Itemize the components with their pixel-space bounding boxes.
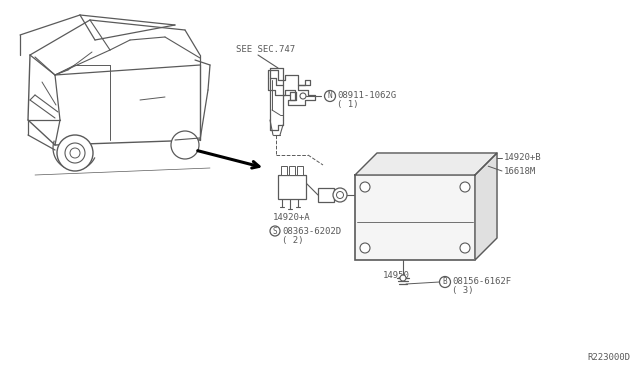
FancyBboxPatch shape [281, 166, 287, 175]
Text: 08156-6162F: 08156-6162F [452, 278, 511, 286]
Circle shape [300, 93, 306, 99]
Circle shape [270, 226, 280, 236]
Text: 08911-1062G: 08911-1062G [337, 92, 396, 100]
Text: B: B [443, 278, 447, 286]
Polygon shape [475, 153, 497, 260]
FancyBboxPatch shape [278, 175, 306, 199]
Text: ( 3): ( 3) [452, 286, 474, 295]
Circle shape [171, 131, 199, 159]
Text: 14950: 14950 [383, 270, 410, 279]
Text: 16618M: 16618M [504, 167, 536, 176]
Polygon shape [355, 153, 497, 175]
Text: 14920+A: 14920+A [273, 212, 310, 221]
Circle shape [333, 188, 347, 202]
Circle shape [65, 143, 85, 163]
Circle shape [460, 243, 470, 253]
Text: SEE SEC.747: SEE SEC.747 [236, 45, 295, 55]
Circle shape [337, 192, 344, 199]
Text: 14920+B: 14920+B [504, 154, 541, 163]
Text: ( 2): ( 2) [282, 235, 303, 244]
Circle shape [360, 243, 370, 253]
FancyBboxPatch shape [355, 175, 475, 260]
Text: S: S [273, 227, 277, 235]
Text: 08363-6202D: 08363-6202D [282, 227, 341, 235]
Circle shape [360, 182, 370, 192]
FancyBboxPatch shape [318, 188, 334, 202]
Circle shape [400, 275, 406, 281]
FancyBboxPatch shape [289, 166, 295, 175]
Circle shape [57, 135, 93, 171]
Circle shape [460, 182, 470, 192]
Circle shape [440, 276, 451, 288]
Circle shape [324, 90, 335, 102]
Text: R223000D: R223000D [587, 353, 630, 362]
Circle shape [70, 148, 80, 158]
Text: ( 1): ( 1) [337, 100, 358, 109]
Text: N: N [328, 92, 332, 100]
FancyBboxPatch shape [297, 166, 303, 175]
